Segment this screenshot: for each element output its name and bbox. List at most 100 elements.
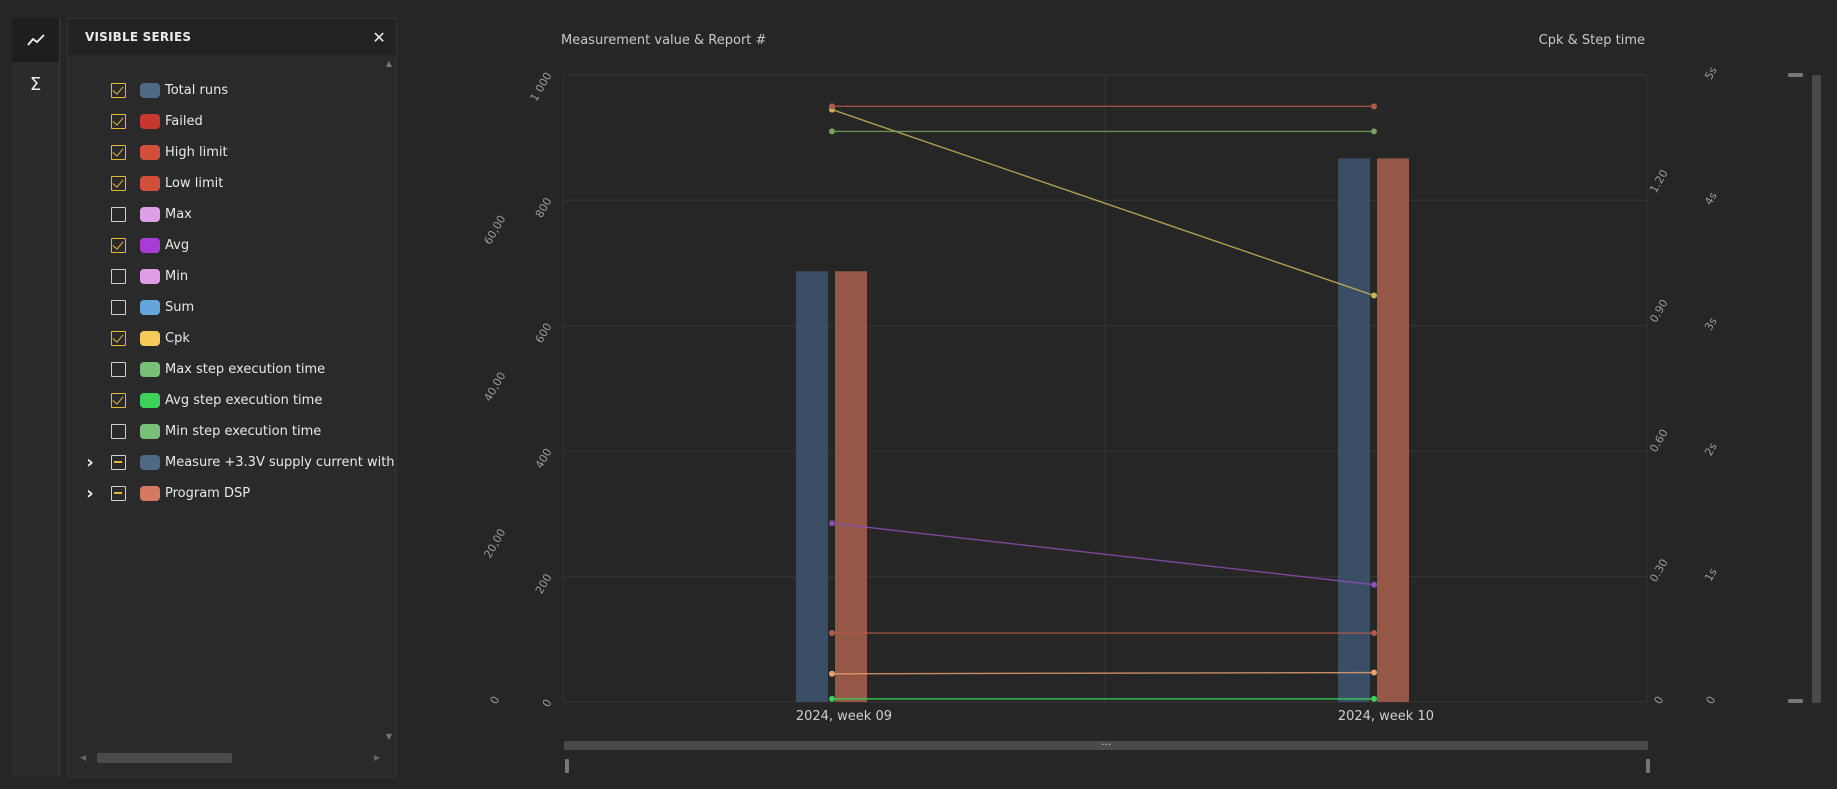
- series-item[interactable]: Failed: [68, 106, 396, 137]
- series-checkbox[interactable]: [111, 331, 126, 346]
- series-label: Cpk: [165, 331, 190, 346]
- sigma-icon[interactable]: Σ: [29, 73, 42, 95]
- series-label: High limit: [165, 145, 228, 160]
- cpk-tick-label: 0.30: [1647, 557, 1671, 585]
- step_time-tick-label: 3s: [1702, 315, 1720, 333]
- close-icon[interactable]: ✕: [372, 27, 386, 47]
- series-item[interactable]: Max: [68, 199, 396, 230]
- series-checkbox[interactable]: [111, 424, 126, 439]
- series-list: Total runs Failed High limit Low limit Max Av…: [68, 75, 396, 509]
- series-checkbox[interactable]: [111, 486, 126, 501]
- step_time-tick-label: 5s: [1702, 64, 1720, 82]
- bar: [1338, 158, 1370, 703]
- measurement-tick-label: 60,00: [481, 213, 508, 247]
- series-point: [829, 630, 835, 637]
- series-label: Total runs: [165, 83, 229, 98]
- step_time-tick-label: 4s: [1702, 190, 1720, 208]
- color-swatch: [140, 424, 160, 439]
- series-item[interactable]: High limit: [68, 137, 396, 168]
- range-slider-y[interactable]: [1812, 75, 1821, 703]
- series-item[interactable]: Sum: [68, 292, 396, 323]
- color-swatch: [140, 238, 160, 253]
- measurement-tick-label: 20,00: [481, 527, 508, 561]
- visible-series-panel: VISIBLE SERIES ✕ ▲ Total runs Failed High …: [67, 18, 397, 778]
- color-swatch: [140, 176, 160, 191]
- series-line: [831, 671, 1375, 675]
- series-item[interactable]: Avg step execution time: [68, 385, 396, 416]
- series-checkbox[interactable]: [111, 83, 126, 98]
- color-swatch: [140, 455, 160, 470]
- series-item[interactable]: Min: [68, 261, 396, 292]
- series-checkbox[interactable]: [111, 207, 126, 222]
- cpk-tick-label: 0.60: [1647, 427, 1671, 455]
- x-tick-label: 2024, week 09: [796, 709, 892, 724]
- grip-icon[interactable]: ···: [1101, 740, 1111, 751]
- chevron-right-icon[interactable]: ›: [86, 483, 94, 504]
- panel-header: VISIBLE SERIES ✕: [68, 19, 396, 55]
- series-point: [829, 520, 835, 527]
- series-point: [829, 128, 835, 135]
- series-label: Measure +3.3V supply current with: [165, 455, 395, 470]
- cpk-tick-label: 0.90: [1647, 297, 1671, 325]
- x-tick-label: 2024, week 10: [1338, 709, 1434, 724]
- bar: [835, 271, 867, 702]
- series-checkbox[interactable]: [111, 455, 126, 470]
- measurement-tick-label: 40,00: [481, 370, 508, 404]
- color-swatch: [140, 486, 160, 501]
- series-checkbox[interactable]: [111, 393, 126, 408]
- chevron-right-icon[interactable]: ›: [86, 452, 94, 473]
- series-item[interactable]: Total runs: [68, 75, 396, 106]
- series-item[interactable]: Max step execution time: [68, 354, 396, 385]
- scroll-down-icon[interactable]: ▼: [385, 732, 392, 741]
- range-handle-top[interactable]: [1788, 73, 1803, 77]
- series-checkbox[interactable]: [111, 300, 126, 315]
- series-point: [1371, 581, 1377, 588]
- series-point: [1371, 128, 1377, 135]
- series-item[interactable]: › Measure +3.3V supply current with: [68, 447, 396, 478]
- color-swatch: [140, 362, 160, 377]
- step_time-tick-label: 1s: [1702, 566, 1720, 584]
- scroll-left-icon[interactable]: ◀: [80, 753, 87, 762]
- series-label: Min step execution time: [165, 424, 322, 439]
- series-label: Sum: [165, 300, 195, 315]
- scroll-right-icon[interactable]: ▶: [373, 753, 380, 762]
- series-item[interactable]: Avg: [68, 230, 396, 261]
- measurement-tick-label: 0: [488, 694, 503, 707]
- series-label: Max step execution time: [165, 362, 326, 377]
- series-checkbox[interactable]: [111, 238, 126, 253]
- cpk-tick-label: 0: [1652, 694, 1667, 707]
- series-checkbox[interactable]: [111, 269, 126, 284]
- series-label: Low limit: [165, 176, 224, 191]
- grid: [563, 74, 1647, 703]
- range-handle-right[interactable]: [1646, 759, 1650, 773]
- scrollbar-thumb[interactable]: [97, 753, 232, 763]
- bars: [796, 158, 1409, 703]
- series-checkbox[interactable]: [111, 114, 126, 129]
- step_time-tick-label: 0: [1704, 694, 1719, 707]
- horizontal-scrollbar[interactable]: ◀ ▶: [80, 753, 380, 763]
- report-tick-label: 400: [533, 446, 555, 471]
- range-slider-x[interactable]: [564, 741, 1648, 750]
- series-item[interactable]: › Program DSP: [68, 478, 396, 509]
- series-checkbox[interactable]: [111, 145, 126, 160]
- series-item[interactable]: Min step execution time: [68, 416, 396, 447]
- series-point: [1371, 669, 1377, 676]
- series-label: Min: [165, 269, 189, 284]
- range-handle-left[interactable]: [565, 759, 569, 773]
- color-swatch: [140, 300, 160, 315]
- color-swatch: [140, 331, 160, 346]
- series-item[interactable]: Cpk: [68, 323, 396, 354]
- series-item[interactable]: Low limit: [68, 168, 396, 199]
- series-line: [831, 522, 1375, 586]
- range-handle-bottom[interactable]: [1788, 699, 1803, 703]
- scroll-up-icon[interactable]: ▲: [385, 59, 392, 68]
- color-swatch: [140, 114, 160, 129]
- series-checkbox[interactable]: [111, 362, 126, 377]
- series-point: [1371, 103, 1377, 110]
- report-tick-label: 1 000: [528, 70, 555, 104]
- series-label: Max: [165, 207, 192, 222]
- series-checkbox[interactable]: [111, 176, 126, 191]
- series-point: [1371, 630, 1377, 637]
- line-chart-icon[interactable]: [12, 18, 59, 62]
